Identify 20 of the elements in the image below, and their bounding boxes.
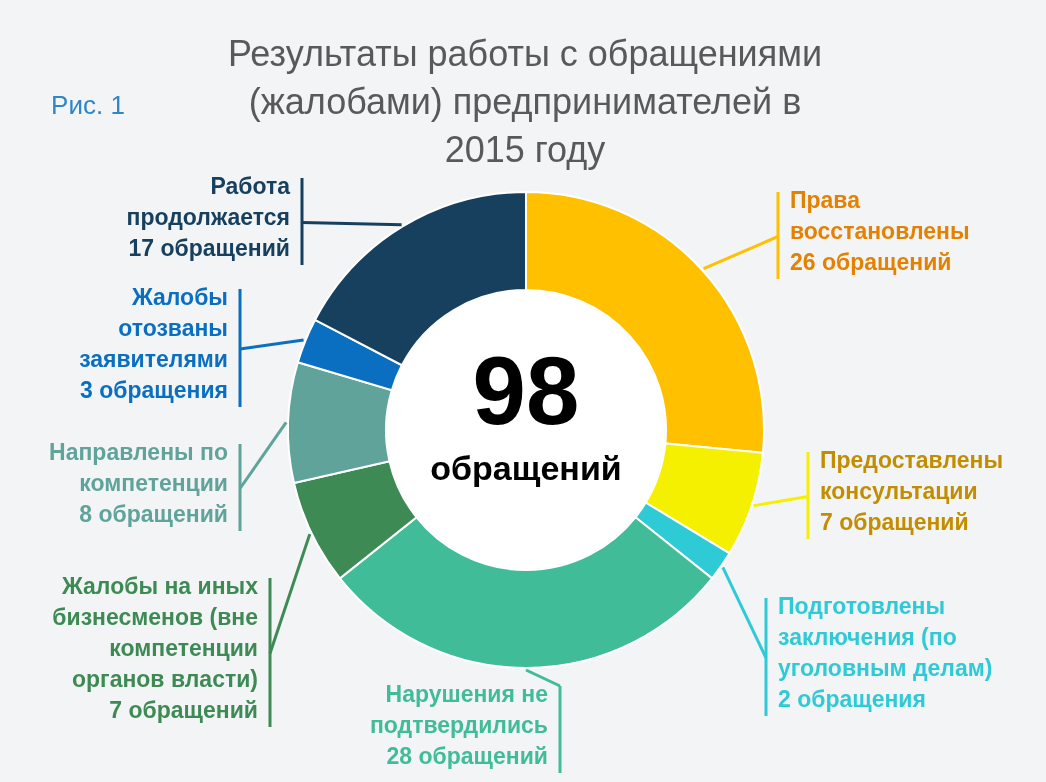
text: обращений bbox=[430, 449, 622, 487]
data-label: 3 обращения bbox=[80, 377, 228, 403]
text: Рис. 1 bbox=[51, 90, 125, 120]
data-label: 2 обращения bbox=[778, 686, 926, 712]
slice-label: Нарушения не подтвердились bbox=[369, 681, 548, 738]
data-label: 8 обращений bbox=[79, 501, 228, 527]
slice-label: Права восстановлены bbox=[790, 187, 970, 244]
data-label: 28 обращений bbox=[386, 743, 548, 769]
slice-label: Предоставлены консультации bbox=[820, 447, 1004, 504]
slice-label: Подготовлены заключения (по уголовным делам) bbox=[778, 593, 993, 681]
slice-label: Жалобы на иных бизнесменов (вне компетенции органов власти) bbox=[52, 573, 259, 692]
data-label: 17 обращений bbox=[128, 235, 290, 261]
data-label: 26 обращений bbox=[790, 249, 952, 275]
chart-title: Результаты работы с обращениями (жалобами) предпринимателей в 2015 году bbox=[227, 33, 823, 170]
data-label: 7 обращений bbox=[109, 697, 258, 723]
data-label: 7 обращений bbox=[820, 509, 969, 535]
slice-label: Направлены по компетенции bbox=[49, 439, 228, 496]
text: 98 bbox=[472, 337, 580, 444]
slice-label: Жалобы отозваны заявителями bbox=[79, 284, 228, 372]
slice-label: Работа продолжается bbox=[126, 173, 291, 230]
